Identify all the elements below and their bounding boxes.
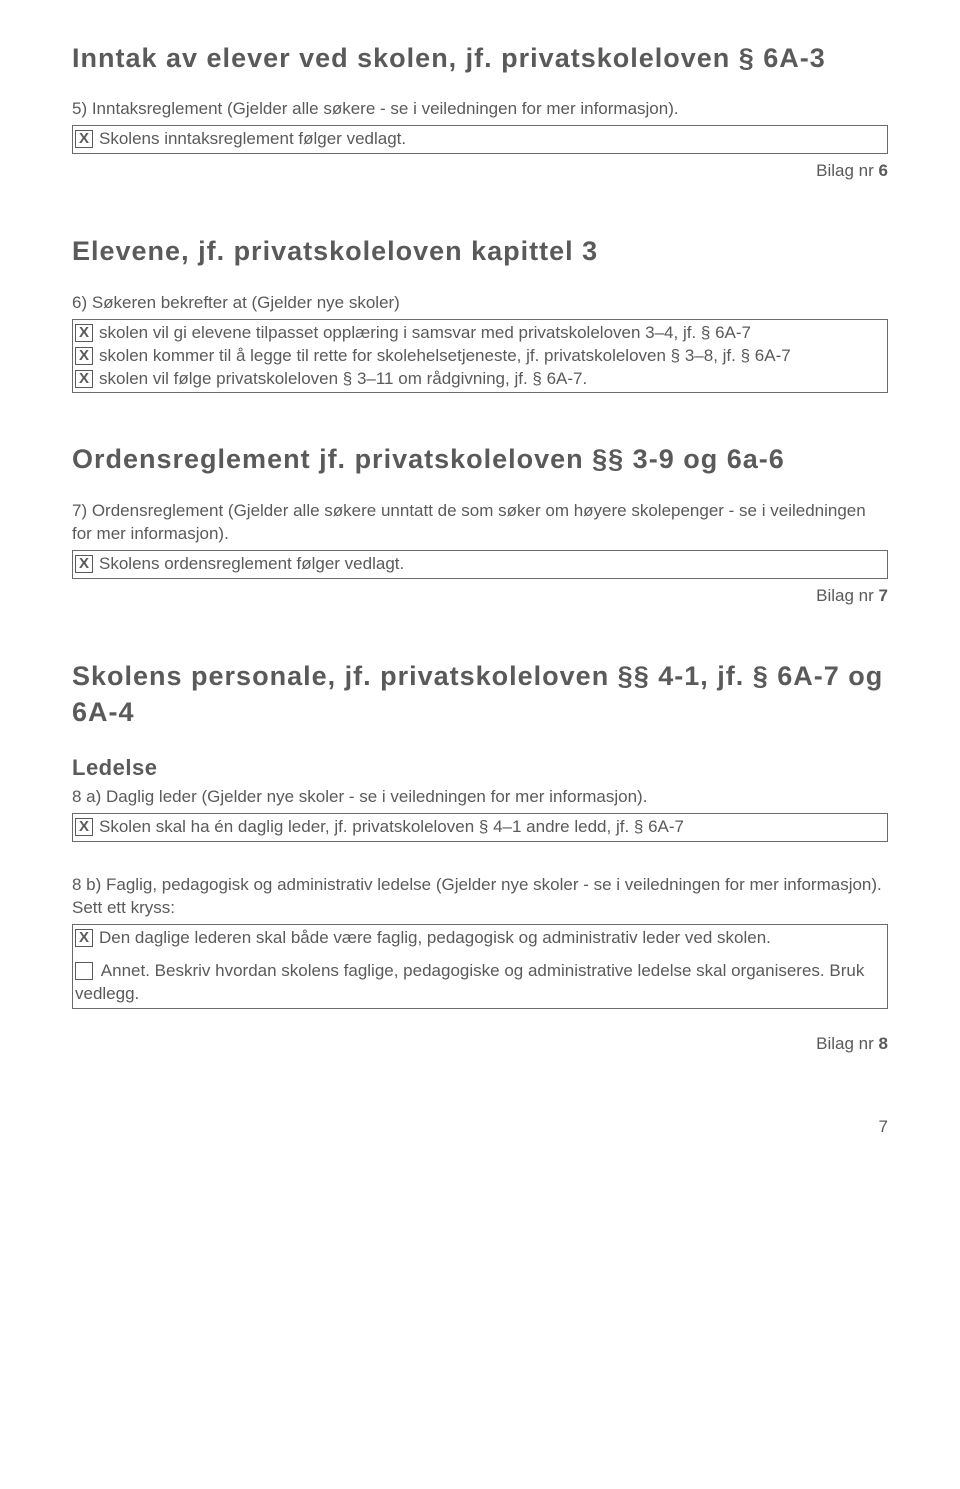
q5-boxed: X Skolens inntaksreglement følger vedlag… (72, 125, 888, 154)
bilag8-num: 8 (879, 1034, 888, 1053)
heading-elevene: Elevene, jf. privatskoleloven kapittel 3 (72, 233, 888, 269)
checkbox-icon: X (75, 130, 93, 148)
bilag6-label: Bilag nr (816, 161, 878, 180)
checkbox-empty-icon (75, 962, 93, 980)
q7-intro: 7) Ordensreglement (Gjelder alle søkere … (72, 500, 888, 546)
q5-box-text: Skolens inntaksreglement følger vedlagt. (99, 128, 883, 151)
q8b-intro: 8 b) Faglig, pedagogisk og administrativ… (72, 874, 888, 920)
bilag8-label: Bilag nr (816, 1034, 878, 1053)
checkbox-icon: X (75, 347, 93, 365)
q8b-boxed: X Den daglige lederen skal både være fag… (72, 924, 888, 1009)
bilag-7: Bilag nr 7 (72, 585, 888, 608)
q6-box1-text: skolen vil gi elevene tilpasset opplærin… (99, 322, 883, 345)
page-number: 7 (72, 1116, 888, 1139)
heading-ordensreglement: Ordensreglement jf. privatskoleloven §§ … (72, 441, 888, 477)
bilag7-label: Bilag nr (816, 586, 878, 605)
q5-intro: 5) Inntaksreglement (Gjelder alle søkere… (72, 98, 888, 121)
checkbox-icon: X (75, 324, 93, 342)
checkbox-icon: X (75, 818, 93, 836)
bilag7-num: 7 (879, 586, 888, 605)
subheading-ledelse: Ledelse (72, 753, 888, 783)
q7-box-text: Skolens ordensreglement følger vedlagt. (99, 553, 883, 576)
q8a-box-text: Skolen skal ha én daglig leder, jf. priv… (99, 816, 883, 839)
q8a-boxed: X Skolen skal ha én daglig leder, jf. pr… (72, 813, 888, 842)
heading-inntak: Inntak av elever ved skolen, jf. privats… (72, 40, 888, 76)
q8a-intro: 8 a) Daglig leder (Gjelder nye skoler - … (72, 786, 888, 809)
bilag6-num: 6 (879, 161, 888, 180)
bilag-6: Bilag nr 6 (72, 160, 888, 183)
q6-boxed: X skolen vil gi elevene tilpasset opplær… (72, 319, 888, 394)
q6-box3-text: skolen vil følge privatskoleloven § 3–11… (99, 368, 883, 391)
heading-personale: Skolens personale, jf. privatskoleloven … (72, 658, 888, 731)
q8b-box1-text: Den daglige lederen skal både være fagli… (99, 927, 883, 950)
q6-intro: 6) Søkeren bekrefter at (Gjelder nye sko… (72, 292, 888, 315)
q7-boxed: X Skolens ordensreglement følger vedlagt… (72, 550, 888, 579)
q8b-box2-text: Annet. Beskriv hvordan skolens faglige, … (75, 961, 864, 1003)
checkbox-icon: X (75, 555, 93, 573)
checkbox-icon: X (75, 929, 93, 947)
q6-box2-text: skolen kommer til å legge til rette for … (99, 345, 883, 368)
bilag-8: Bilag nr 8 (72, 1033, 888, 1056)
checkbox-icon: X (75, 370, 93, 388)
